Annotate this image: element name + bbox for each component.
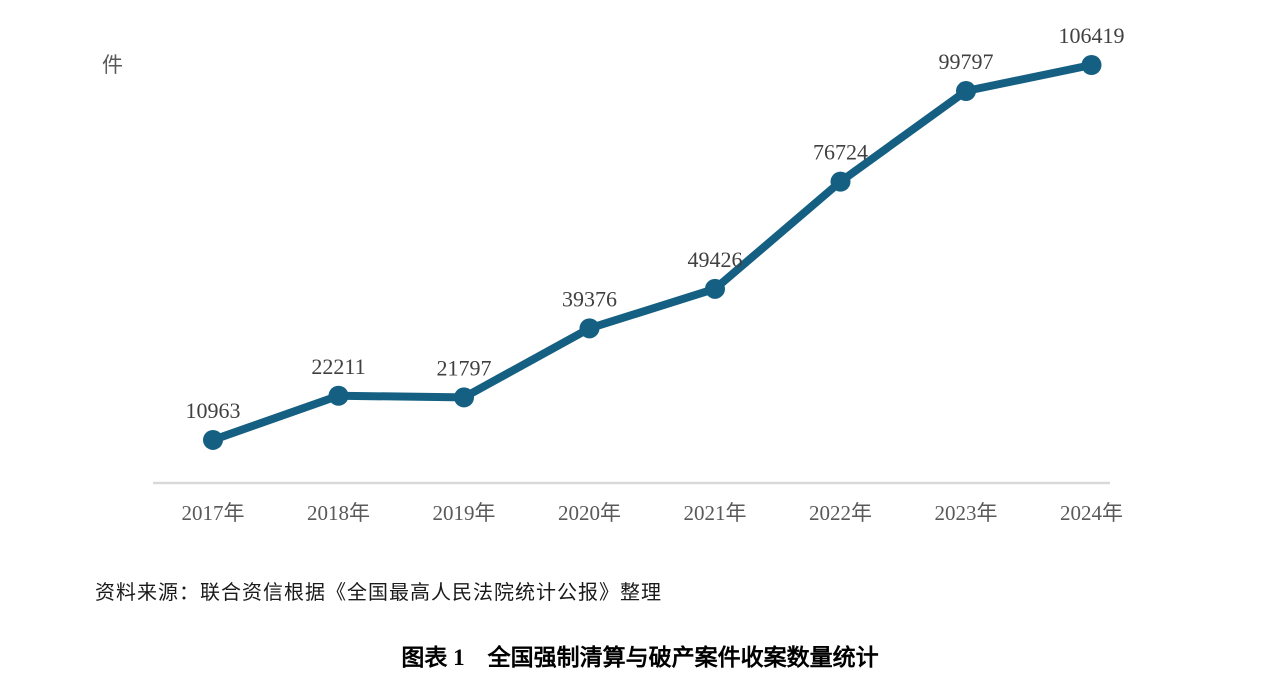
data-point-label: 76724 bbox=[813, 140, 868, 165]
data-point-label: 99797 bbox=[939, 49, 994, 74]
chart-caption: 图表 1 全国强制清算与破产案件收案数量统计 bbox=[401, 645, 879, 670]
x-tick-label: 2024年 bbox=[1060, 501, 1123, 525]
x-tick-label: 2018年 bbox=[307, 501, 370, 525]
data-point-label: 49426 bbox=[688, 247, 743, 272]
data-point-marker bbox=[579, 318, 600, 339]
x-tick-label: 2023年 bbox=[935, 501, 998, 525]
data-point-label: 21797 bbox=[437, 355, 492, 380]
data-point-marker bbox=[830, 171, 851, 192]
data-point-marker bbox=[956, 81, 976, 102]
data-point-marker bbox=[705, 278, 725, 299]
data-point-label: 106419 bbox=[1059, 23, 1125, 48]
series-line bbox=[209, 61, 1096, 444]
data-point-label: 39376 bbox=[562, 286, 617, 311]
data-point-marker bbox=[328, 385, 349, 406]
x-tick-label: 2019年 bbox=[433, 501, 496, 525]
y-axis-unit-label: 件 bbox=[102, 53, 123, 77]
data-point-label: 22211 bbox=[311, 354, 365, 379]
x-tick-label: 2022年 bbox=[809, 501, 872, 525]
x-tick-label: 2017年 bbox=[182, 501, 245, 525]
data-point-label: 10963 bbox=[186, 398, 241, 423]
data-point-marker bbox=[1081, 55, 1102, 75]
source-note: 资料来源：联合资信根据《全国最高人民法院统计公报》整理 bbox=[95, 582, 662, 604]
data-point-marker bbox=[203, 429, 223, 450]
x-tick-label: 2021年 bbox=[684, 501, 747, 525]
data-point-marker bbox=[454, 387, 474, 408]
x-tick-label: 2020年 bbox=[558, 501, 621, 525]
line-chart: 件 10963 2017年 22211 2018年 21797 2019年 39376 2020… bbox=[102, 23, 1125, 525]
